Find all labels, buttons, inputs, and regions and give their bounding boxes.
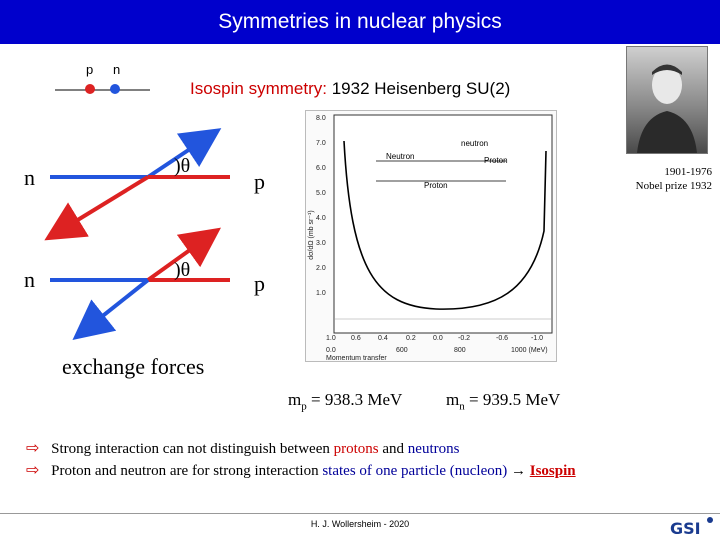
outgoing-proton-arrow bbox=[44, 175, 150, 241]
neutron-mass: mn = 939.5 MeV bbox=[446, 390, 560, 412]
portrait-silhouette bbox=[637, 64, 697, 153]
gsi-logo-text: GSI bbox=[670, 519, 701, 538]
neutron-symbol: n bbox=[24, 165, 35, 190]
neutron-mass-symbol: m bbox=[446, 390, 460, 409]
plot-canvas bbox=[333, 114, 553, 334]
proton-mass-symbol: m bbox=[288, 390, 302, 409]
y-tick: 2.0 bbox=[316, 265, 326, 272]
x-tick-bottom: 800 bbox=[454, 347, 466, 354]
proton-mass-subscript: p bbox=[301, 400, 307, 413]
outgoing-proton-arrow bbox=[146, 227, 222, 282]
cross-section-curve bbox=[343, 140, 547, 310]
proton-symbol: p bbox=[254, 169, 265, 194]
neutron-mass-subscript: n bbox=[459, 400, 465, 413]
exchange-forces-caption: exchange forces bbox=[62, 354, 205, 379]
x-tick-top: 0.0 bbox=[433, 335, 443, 342]
proton-mass-value: = 938.3 MeV bbox=[306, 390, 403, 409]
neutron-curve-label: neutron bbox=[461, 139, 489, 148]
y-tick: 5.0 bbox=[316, 190, 326, 197]
page-title: Symmetries in nuclear physics bbox=[218, 10, 502, 33]
neutron-dot bbox=[110, 84, 120, 94]
proton-mass: mp = 938.3 MeV bbox=[288, 390, 402, 412]
bullet-strong-interaction: ⇨ Strong interaction can not distinguish… bbox=[26, 438, 459, 458]
isospin-heading-label: Isospin symmetry: bbox=[190, 79, 327, 98]
face-shape bbox=[652, 66, 682, 104]
x-tick-top: -0.6 bbox=[496, 335, 509, 342]
plot-frame bbox=[333, 114, 553, 334]
x-axis-label: Momentum transfer bbox=[326, 355, 387, 362]
proton-symbol: p bbox=[254, 271, 265, 296]
bullet-arrow-text: → bbox=[507, 463, 530, 479]
x-tick-top: 1.0 bbox=[326, 335, 336, 342]
gsi-logo: GSI bbox=[668, 516, 716, 538]
y-tick: 3.0 bbox=[316, 240, 326, 247]
y-tick: 6.0 bbox=[316, 165, 326, 172]
isospin-heading-text: 1932 Heisenberg SU(2) bbox=[326, 79, 511, 98]
protons-term: protons bbox=[333, 441, 379, 457]
y-axis-label: dσ/dΩ (mb sr⁻¹) bbox=[308, 210, 315, 260]
x-tick-bottom: 600 bbox=[396, 347, 408, 354]
bullet-nucleon-states: ⇨ Proton and neutron are for strong inte… bbox=[26, 460, 576, 480]
x-tick-bottom: 1000 (MeV) bbox=[511, 347, 548, 354]
bullet-arrow-icon: ⇨ bbox=[26, 460, 40, 479]
portrait-years: 1901-1976 bbox=[664, 166, 712, 178]
y-tick: 4.0 bbox=[316, 215, 326, 222]
jacket-shape bbox=[637, 111, 697, 153]
neutrons-term: neutrons bbox=[407, 441, 460, 457]
y-tick: 7.0 bbox=[316, 140, 326, 147]
bullet-arrow-icon: ⇨ bbox=[26, 438, 40, 457]
hair-shape bbox=[652, 64, 682, 75]
bullet-text: Strong interaction can not distinguish b… bbox=[51, 441, 334, 457]
gsi-logo-dot bbox=[707, 517, 713, 523]
neutron-symbol: n bbox=[24, 267, 35, 292]
proton-curve-label: Proton bbox=[484, 156, 508, 165]
exchange-diagram bbox=[44, 128, 230, 340]
neutron-curve-label: Neutron bbox=[386, 152, 415, 161]
neutron-label: n bbox=[113, 62, 121, 77]
heisenberg-portrait bbox=[626, 46, 708, 154]
nucleon-states-term: states of one particle (nucleon) bbox=[322, 463, 508, 479]
angle-theta: )θ bbox=[174, 259, 191, 281]
x-tick-top: 0.4 bbox=[378, 335, 388, 342]
neutron-mass-value: = 939.5 MeV bbox=[464, 390, 561, 409]
outgoing-neutron-arrow bbox=[146, 128, 222, 179]
isospin-heading: Isospin symmetry: 1932 Heisenberg SU(2) bbox=[190, 79, 510, 99]
y-tick: 1.0 bbox=[316, 290, 326, 297]
cross-section-plot: 8.0 7.0 6.0 5.0 4.0 3.0 2.0 1.0 dσ/dΩ (m… bbox=[305, 110, 557, 362]
title-bar bbox=[0, 0, 720, 44]
x-tick-top: 0.2 bbox=[406, 335, 416, 342]
gsi-logo-mark: GSI bbox=[670, 517, 713, 538]
x-tick-bottom: 0.0 bbox=[326, 347, 336, 354]
portrait-nobel: Nobel prize 1932 bbox=[635, 180, 712, 192]
isospin-term: Isospin bbox=[529, 463, 576, 479]
angle-theta: )θ bbox=[174, 155, 191, 177]
footer-divider bbox=[0, 513, 720, 514]
proton-dot bbox=[85, 84, 95, 94]
bullet-text: Proton and neutron are for strong intera… bbox=[51, 463, 323, 479]
x-tick-top: -0.2 bbox=[458, 335, 471, 342]
bullet-text: and bbox=[378, 441, 408, 457]
footer-author: H. J. Wollersheim - 2020 bbox=[310, 519, 410, 529]
isospin-level-diagram bbox=[55, 84, 150, 94]
proton-curve-label: Proton bbox=[424, 181, 448, 190]
x-tick-top: 0.6 bbox=[351, 335, 361, 342]
y-tick: 8.0 bbox=[316, 115, 326, 122]
x-tick-top: -1.0 bbox=[531, 335, 544, 342]
proton-label: p bbox=[86, 62, 94, 77]
outgoing-neutron-arrow bbox=[72, 278, 150, 340]
